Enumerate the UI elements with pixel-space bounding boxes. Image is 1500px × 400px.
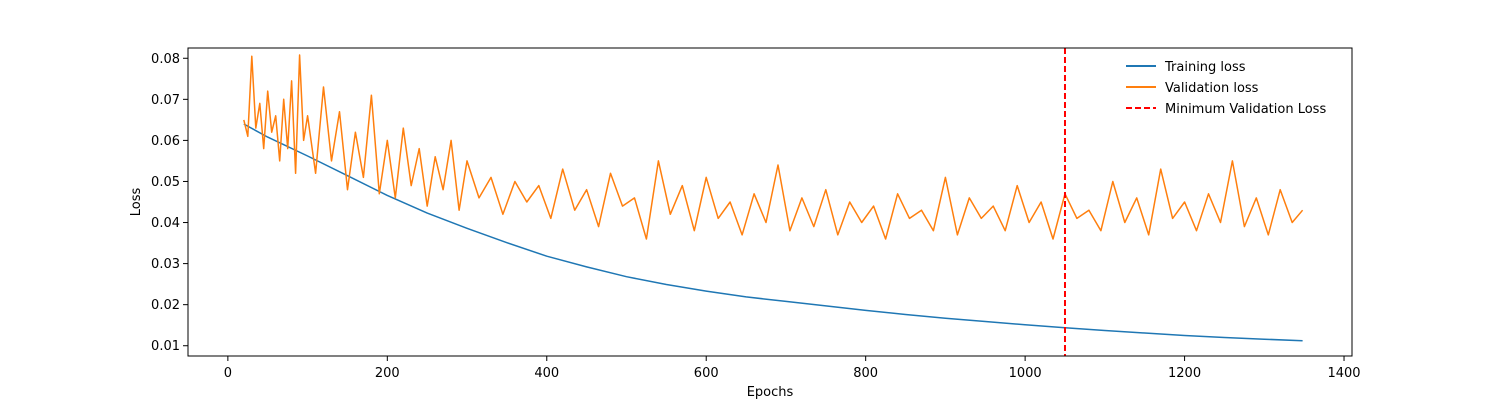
x-tick-label: 1000: [1009, 366, 1042, 381]
legend-label-minimum-validation-loss: Minimum Validation Loss: [1165, 102, 1326, 117]
y-tick-label: 0.04: [151, 216, 180, 231]
plot-frame: [187, 47, 1353, 357]
plot-layer: [243, 48, 1304, 356]
x-tick-label: 1400: [1327, 366, 1360, 381]
y-tick-label: 0.07: [151, 93, 180, 108]
y-tick-label: 0.03: [151, 257, 180, 272]
x-tick-label: 400: [534, 366, 559, 381]
y-tick-label: 0.05: [151, 175, 180, 190]
series-line-training-loss: [243, 123, 1303, 342]
x-tick-label: 200: [375, 366, 400, 381]
series-line-validation-loss: [243, 54, 1304, 240]
y-tick-label: 0.02: [151, 298, 180, 313]
x-axis-ticks: 0 200 400 600 800 1000 1200 1400: [224, 356, 1361, 381]
x-tick-label: 600: [694, 366, 719, 381]
legend-label-training-loss: Training loss: [1164, 60, 1246, 75]
legend-label-validation-loss: Validation loss: [1165, 81, 1259, 96]
x-tick-label: 800: [853, 366, 878, 381]
y-axis-ticks: 0.01 0.02 0.03 0.04 0.05 0.06 0.07 0.08: [151, 52, 188, 354]
y-tick-label: 0.08: [151, 52, 180, 67]
y-tick-label: 0.06: [151, 134, 180, 149]
legend: Training loss Validation loss Minimum Va…: [1126, 60, 1326, 117]
y-axis-label: Loss: [129, 188, 144, 217]
x-axis-label: Epochs: [747, 385, 794, 400]
y-tick-label: 0.01: [151, 339, 180, 354]
x-tick-label: 1200: [1168, 366, 1201, 381]
x-tick-label: 0: [224, 366, 232, 381]
